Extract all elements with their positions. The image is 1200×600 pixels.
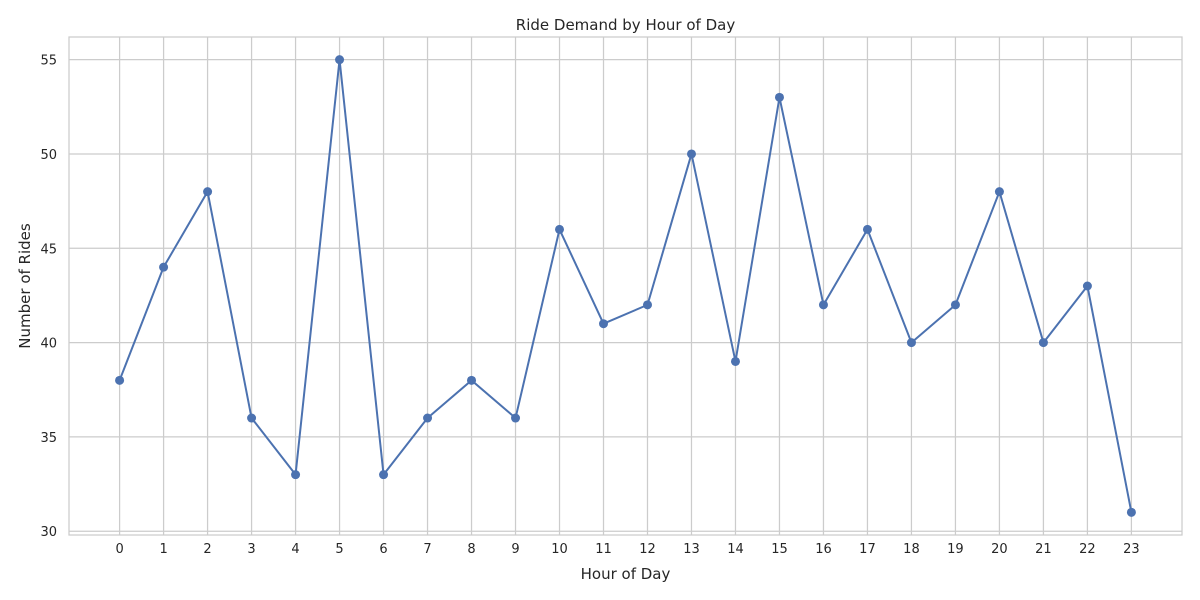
- x-tick-label: 17: [859, 542, 876, 557]
- data-point: [599, 319, 609, 329]
- data-point: [203, 187, 213, 197]
- data-point: [511, 413, 521, 423]
- x-tick-label: 15: [771, 542, 788, 557]
- x-tick-label: 4: [291, 542, 299, 557]
- y-tick-label: 50: [40, 148, 57, 163]
- x-tick-label: 7: [423, 542, 431, 557]
- plot-frame: [68, 36, 1183, 536]
- data-point: [467, 375, 477, 385]
- data-point: [335, 55, 345, 65]
- data-point: [247, 413, 257, 423]
- x-tick-label: 18: [903, 542, 920, 557]
- x-tick-label: 19: [947, 542, 964, 557]
- x-tick-label: 16: [815, 542, 832, 557]
- x-tick-label: 10: [551, 542, 568, 557]
- x-tick-label: 5: [335, 542, 343, 557]
- x-tick-label: 0: [115, 542, 123, 557]
- data-point: [1082, 281, 1092, 291]
- y-axis-label: Number of Rides: [16, 223, 34, 349]
- data-point: [115, 375, 125, 385]
- data-point: [906, 338, 916, 348]
- data-point: [818, 300, 828, 310]
- data-point: [642, 300, 652, 310]
- y-tick-label: 45: [40, 242, 57, 257]
- x-tick-label: 9: [511, 542, 519, 557]
- x-tick-label: 1: [159, 542, 167, 557]
- x-tick-labels: 0 1 2 3 4 5 6 7 8 9 10 11 12 13 14 15 16 17 18 19 20 21 22 23: [115, 542, 1139, 557]
- x-tick-label: 3: [247, 542, 255, 557]
- x-tick-label: 2: [203, 542, 211, 557]
- data-point: [950, 300, 960, 310]
- data-point: [994, 187, 1004, 197]
- x-tick-label: 6: [379, 542, 387, 557]
- data-point: [379, 470, 389, 480]
- y-tick-label: 35: [40, 431, 57, 446]
- series-layer: [115, 55, 1136, 517]
- x-tick-label: 21: [1035, 542, 1052, 557]
- chart-title: Ride Demand by Hour of Day: [516, 16, 736, 34]
- y-tick-label: 30: [40, 525, 57, 540]
- x-axis-label: Hour of Day: [581, 565, 671, 583]
- data-point: [1038, 338, 1048, 348]
- data-point: [862, 224, 872, 234]
- data-point: [1126, 507, 1136, 517]
- x-tick-label: 8: [467, 542, 475, 557]
- x-tick-label: 13: [683, 542, 700, 557]
- x-tick-label: 22: [1079, 542, 1096, 557]
- series-line: [118, 58, 1133, 513]
- y-tick-label: 55: [40, 54, 57, 69]
- x-tick-label: 20: [991, 542, 1008, 557]
- data-point: [291, 470, 301, 480]
- data-point: [423, 413, 433, 423]
- data-point: [686, 149, 696, 159]
- data-point: [774, 92, 784, 102]
- y-tick-labels: 30 35 40 45 50 55: [40, 54, 57, 541]
- data-point: [730, 356, 740, 366]
- x-tick-label: 23: [1123, 542, 1140, 557]
- y-tick-label: 40: [40, 337, 57, 352]
- x-tick-label: 12: [639, 542, 656, 557]
- x-tick-label: 14: [727, 542, 744, 557]
- data-point: [159, 262, 169, 272]
- grid-lines: [69, 37, 1182, 535]
- x-tick-label: 11: [595, 542, 612, 557]
- data-point: [555, 224, 565, 234]
